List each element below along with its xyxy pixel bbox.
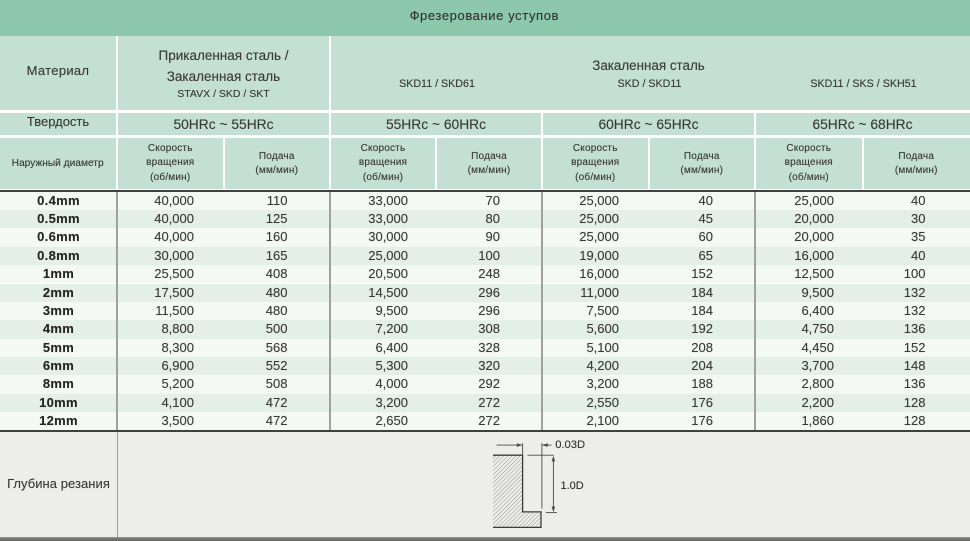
svg-text:0.03D: 0.03D (555, 439, 585, 451)
svg-text:1.0D: 1.0D (561, 480, 584, 492)
